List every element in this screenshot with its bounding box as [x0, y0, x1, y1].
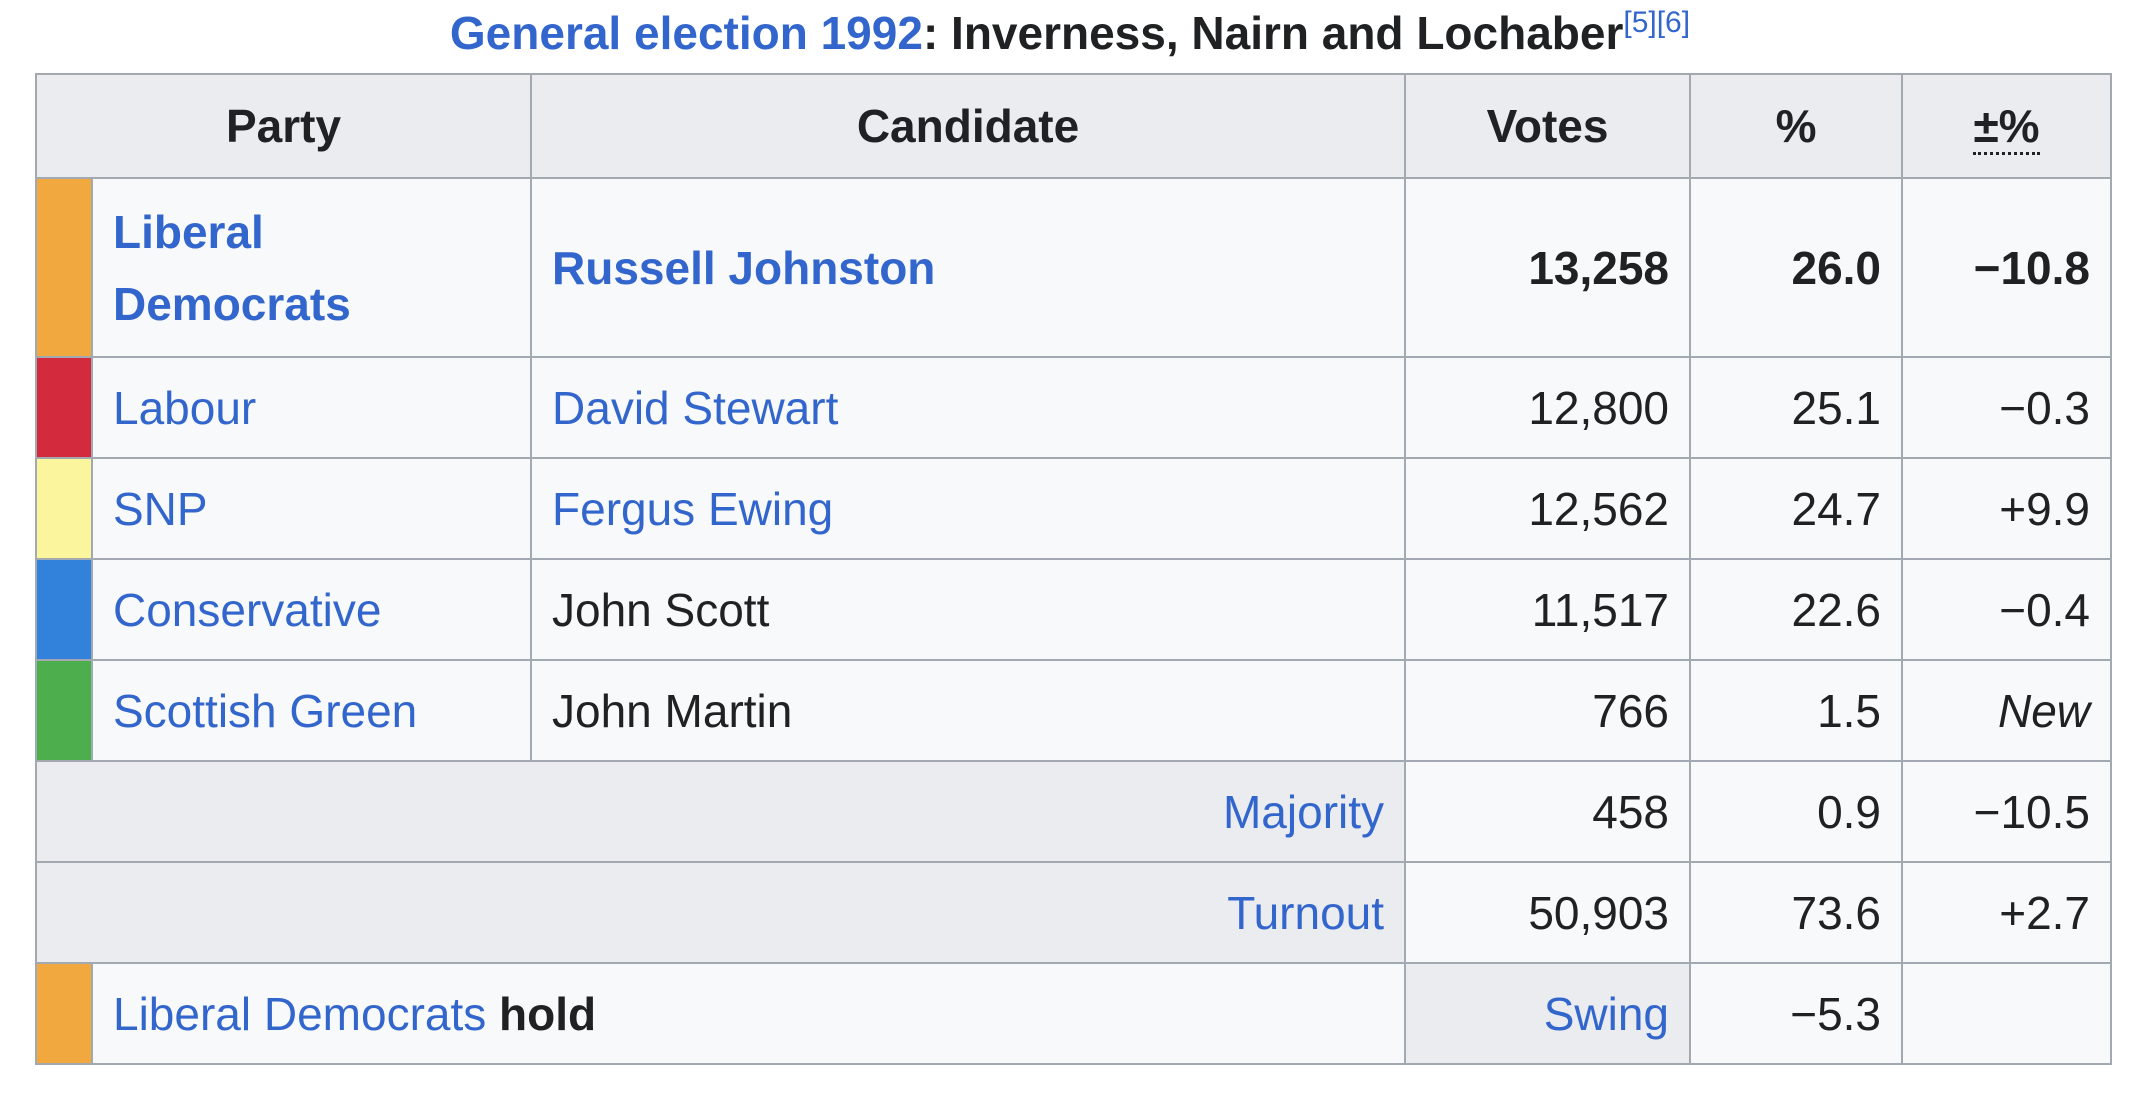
hold-word: hold	[499, 987, 597, 1040]
change-header: ±%	[1901, 73, 2113, 179]
party-color-swatch	[35, 356, 93, 459]
change-abbr: ±%	[1973, 100, 2040, 155]
turnout-percent-cell: 73.6	[1689, 861, 1904, 964]
percent-cell: 24.7	[1689, 457, 1904, 560]
majority-change-cell: −10.5	[1901, 760, 2113, 863]
party-link[interactable]: Labour	[113, 381, 257, 434]
votes-cell: 766	[1404, 659, 1692, 762]
swing-label-cell: Swing	[1404, 962, 1692, 1065]
votes-cell: 11,517	[1404, 558, 1692, 661]
table-row: Liberal Democrats Russell Johnston 13,25…	[35, 177, 2113, 358]
hold-row: Liberal Democrats hold Swing −5.3	[35, 962, 2113, 1065]
party-header: Party	[34, 73, 533, 179]
election-link[interactable]: General election 1992	[449, 7, 923, 59]
party-color-swatch	[35, 659, 93, 762]
candidate-link[interactable]: Russell Johnston	[552, 241, 936, 294]
table-row: SNP Fergus Ewing 12,562 24.7 +9.9	[35, 457, 2113, 560]
party-color-swatch	[35, 558, 93, 661]
turnout-row: Turnout 50,903 73.6 +2.7	[34, 861, 2113, 964]
candidate-cell: John Scott	[530, 558, 1407, 661]
turnout-votes-cell: 50,903	[1404, 861, 1692, 964]
change-cell: −10.8	[1901, 177, 2113, 358]
party-color-swatch	[35, 962, 93, 1065]
candidate-link[interactable]: David Stewart	[552, 381, 839, 434]
party-cell: Labour	[90, 356, 533, 459]
change-cell: −0.3	[1901, 356, 2113, 459]
header-row: Party Candidate Votes % ±%	[34, 73, 2113, 179]
percent-cell: 1.5	[1689, 659, 1904, 762]
swing-value-cell: −5.3	[1689, 962, 1904, 1065]
majority-percent-cell: 0.9	[1689, 760, 1904, 863]
reference-links[interactable]: [5][6]	[1623, 6, 1691, 39]
candidate-header: Candidate	[530, 73, 1407, 179]
table-caption: General election 1992: Inverness, Nairn …	[0, 0, 2140, 66]
change-cell: +9.9	[1901, 457, 2113, 560]
party-link[interactable]: Liberal Democrats	[113, 205, 351, 330]
votes-header: Votes	[1404, 73, 1692, 179]
hold-cell: Liberal Democrats hold	[90, 962, 1407, 1065]
party-color-swatch	[35, 457, 93, 560]
table-row: Labour David Stewart 12,800 25.1 −0.3	[35, 356, 2113, 459]
table-row: Conservative John Scott 11,517 22.6 −0.4	[35, 558, 2113, 661]
party-link[interactable]: Conservative	[113, 583, 382, 636]
election-results-table: Party Candidate Votes % ±% Liberal Democ…	[34, 73, 2113, 1065]
majority-label-cell: Majority	[34, 760, 1407, 863]
party-link[interactable]: Scottish Green	[113, 684, 418, 737]
majority-link[interactable]: Majority	[1222, 785, 1385, 838]
table-row: Scottish Green John Martin 766 1.5 New	[35, 659, 2113, 762]
party-cell: Scottish Green	[90, 659, 533, 762]
turnout-link[interactable]: Turnout	[1227, 886, 1385, 939]
votes-cell: 12,562	[1404, 457, 1692, 560]
candidate-cell: David Stewart	[530, 356, 1407, 459]
percent-cell: 25.1	[1689, 356, 1904, 459]
candidate-link[interactable]: Fergus Ewing	[552, 482, 834, 535]
percent-header: %	[1689, 73, 1904, 179]
party-cell: Liberal Democrats	[90, 177, 533, 358]
candidate-cell: John Martin	[530, 659, 1407, 762]
candidate-cell: Fergus Ewing	[530, 457, 1407, 560]
votes-cell: 13,258	[1404, 177, 1692, 358]
votes-cell: 12,800	[1404, 356, 1692, 459]
majority-votes-cell: 458	[1404, 760, 1692, 863]
party-link[interactable]: SNP	[113, 482, 208, 535]
turnout-change-cell: +2.7	[1901, 861, 2113, 964]
party-cell: SNP	[90, 457, 533, 560]
change-cell: New	[1901, 659, 2113, 762]
caption-constituency: : Inverness, Nairn and Lochaber	[922, 7, 1624, 59]
hold-party-link[interactable]: Liberal Democrats	[113, 987, 487, 1040]
turnout-label-cell: Turnout	[34, 861, 1407, 964]
majority-row: Majority 458 0.9 −10.5	[34, 760, 2113, 863]
percent-cell: 22.6	[1689, 558, 1904, 661]
empty-cell	[1901, 962, 2113, 1065]
change-cell: −0.4	[1901, 558, 2113, 661]
party-cell: Conservative	[90, 558, 533, 661]
candidate-cell: Russell Johnston	[530, 177, 1407, 358]
party-color-swatch	[35, 177, 93, 358]
percent-cell: 26.0	[1689, 177, 1904, 358]
swing-link[interactable]: Swing	[1543, 987, 1670, 1040]
